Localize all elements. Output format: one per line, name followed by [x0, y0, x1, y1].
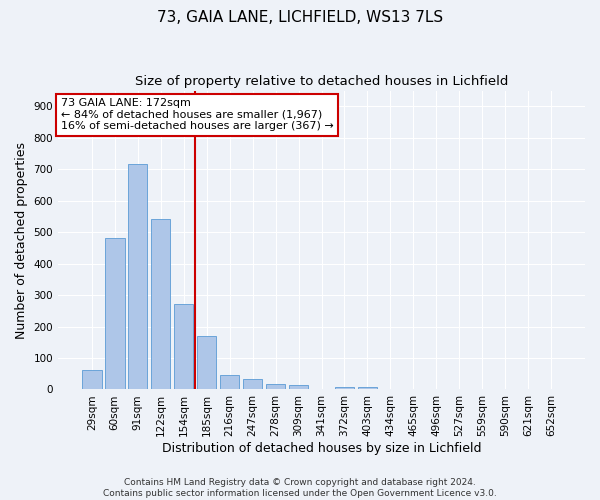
Bar [174, 304, 193, 390]
Y-axis label: Number of detached properties: Number of detached properties [15, 142, 28, 338]
Bar [289, 386, 308, 390]
Bar [151, 218, 170, 390]
Bar [243, 379, 262, 390]
Text: 73 GAIA LANE: 172sqm
← 84% of detached houses are smaller (1,967)
16% of semi-de: 73 GAIA LANE: 172sqm ← 84% of detached h… [61, 98, 334, 131]
Bar [266, 384, 286, 390]
Bar [220, 374, 239, 390]
Text: 73, GAIA LANE, LICHFIELD, WS13 7LS: 73, GAIA LANE, LICHFIELD, WS13 7LS [157, 10, 443, 25]
Bar [82, 370, 101, 390]
Bar [358, 388, 377, 390]
Text: Contains HM Land Registry data © Crown copyright and database right 2024.
Contai: Contains HM Land Registry data © Crown c… [103, 478, 497, 498]
Bar [197, 336, 217, 390]
Bar [105, 238, 125, 390]
Bar [128, 164, 148, 390]
X-axis label: Distribution of detached houses by size in Lichfield: Distribution of detached houses by size … [162, 442, 481, 455]
Title: Size of property relative to detached houses in Lichfield: Size of property relative to detached ho… [135, 75, 508, 88]
Bar [335, 388, 354, 390]
